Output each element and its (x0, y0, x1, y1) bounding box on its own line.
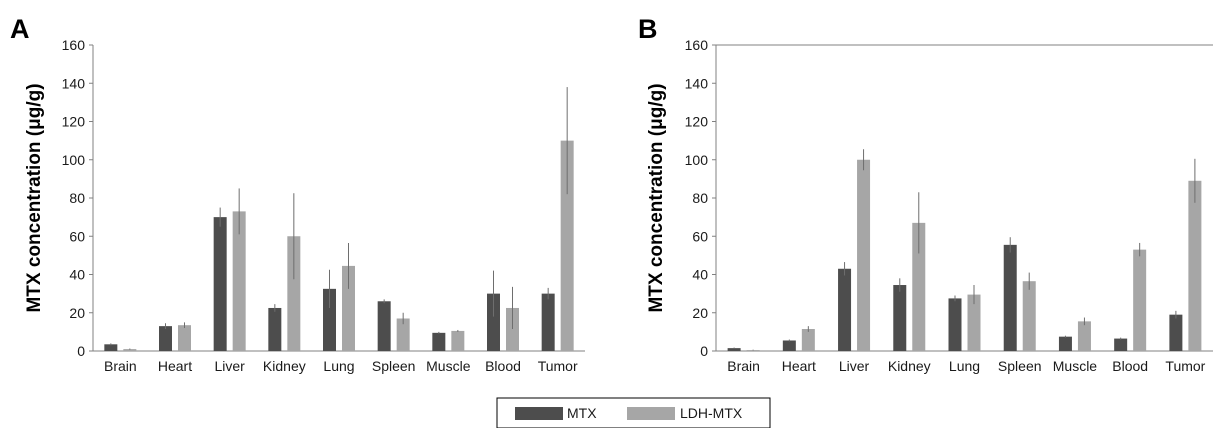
y-tick-label-b-120: 120 (685, 114, 709, 130)
x-tick-label-b-muscle: Muscle (1053, 358, 1098, 374)
bar-a-mtx-tumor (541, 293, 555, 351)
bar-a-mtx-kidney (268, 307, 282, 351)
y-tick-label-a-160: 160 (62, 37, 86, 53)
x-tick-label-b-blood: Blood (1112, 358, 1148, 374)
y-tick-label-b-160: 160 (685, 37, 709, 53)
y-axis-label-a: MTX concentration (μg/g) (24, 83, 45, 312)
panel-b-chart: B 0 20 40 60 80 100 120 140 160 MTX concentration … (638, 14, 1213, 374)
bar-b-ldh-mtx-liver (857, 159, 871, 351)
bar-b-mtx-muscle (1058, 336, 1072, 351)
bar-b-ldh-mtx-spleen (1022, 281, 1036, 351)
x-tick-label-b-heart: Heart (782, 358, 816, 374)
legend-label-mtx: MTX (567, 405, 597, 421)
y-tick-label-b-60: 60 (692, 228, 708, 244)
x-tick-label-a-heart: Heart (158, 358, 192, 374)
bar-b-mtx-kidney (893, 285, 907, 351)
bar-a-ldh-mtx-spleen (396, 318, 410, 351)
panel-label-a: A (10, 14, 30, 44)
bar-a-ldh-mtx-blood (506, 307, 519, 351)
x-tick-label-a-spleen: Spleen (372, 358, 416, 374)
y-tick-label-a-20: 20 (69, 305, 85, 321)
x-tick-label-b-liver: Liver (839, 358, 870, 374)
bar-a-mtx-muscle (432, 332, 446, 351)
legend: MTX LDH-MTX (496, 397, 771, 428)
x-tick-label-a-muscle: Muscle (426, 358, 471, 374)
bar-a-ldh-mtx-liver (232, 211, 246, 351)
bar-a-ldh-mtx-lung (342, 265, 355, 351)
y-tick-label-b-140: 140 (685, 75, 709, 91)
y-tick-label-a-120: 120 (62, 114, 86, 130)
x-tick-label-b-brain: Brain (727, 358, 760, 374)
bar-b-mtx-brain (727, 348, 741, 351)
x-tick-label-a-liver: Liver (214, 358, 245, 374)
y-tick-label-a-80: 80 (69, 190, 85, 206)
bar-a-ldh-mtx-kidney (287, 236, 301, 351)
x-tick-label-a-lung: Lung (323, 358, 354, 374)
bar-a-mtx-lung (323, 288, 336, 351)
bar-a-mtx-spleen (377, 301, 391, 351)
bar-a-mtx-brain (104, 344, 118, 351)
y-tick-label-a-140: 140 (62, 75, 86, 91)
bar-b-mtx-heart (782, 340, 796, 351)
y-tick-label-a-40: 40 (69, 267, 85, 283)
bar-b-ldh-mtx-heart (801, 329, 815, 351)
y-tick-label-a-60: 60 (69, 228, 85, 244)
bar-a-ldh-mtx-heart (178, 325, 191, 351)
y-tick-label-b-20: 20 (692, 305, 708, 321)
bar-a-ldh-mtx-tumor (560, 140, 574, 351)
bar-b-ldh-mtx-lung (967, 294, 981, 351)
x-tick-label-a-brain: Brain (104, 358, 137, 374)
x-tick-label-b-lung: Lung (949, 358, 980, 374)
legend-swatch-mtx (515, 407, 563, 420)
bar-b-ldh-mtx-kidney (912, 222, 926, 351)
legend-swatch-ldh-mtx (627, 407, 675, 420)
legend-label-ldh-mtx: LDH-MTX (680, 405, 743, 421)
bar-b-mtx-lung (948, 298, 962, 351)
panel-label-b: B (638, 14, 658, 44)
bar-b-mtx-liver (838, 268, 852, 351)
bar-b-ldh-mtx-brain (746, 350, 760, 351)
y-tick-label-a-100: 100 (62, 152, 86, 168)
panel-a-chart: A 0 20 40 60 80 100 120 140 160 MTX concentration … (10, 14, 585, 374)
x-tick-label-b-kidney: Kidney (888, 358, 931, 374)
x-tick-label-a-blood: Blood (485, 358, 521, 374)
y-tick-label-b-40: 40 (692, 267, 708, 283)
y-axis-label-b: MTX concentration (μg/g) (646, 83, 667, 312)
bar-b-ldh-mtx-tumor (1188, 180, 1202, 351)
y-tick-label-b-0: 0 (700, 343, 708, 359)
bar-b-mtx-blood (1114, 338, 1128, 351)
bar-b-mtx-tumor (1169, 314, 1183, 351)
y-tick-label-b-100: 100 (685, 152, 709, 168)
bar-a-ldh-mtx-brain (123, 349, 137, 351)
x-tick-label-b-spleen: Spleen (998, 358, 1042, 374)
bar-b-ldh-mtx-blood (1133, 249, 1147, 351)
bar-a-mtx-heart (159, 326, 172, 351)
bar-a-mtx-blood (487, 293, 500, 351)
y-tick-label-b-80: 80 (692, 190, 708, 206)
y-tick-label-a-0: 0 (77, 343, 85, 359)
bar-a-mtx-liver (213, 217, 227, 351)
x-tick-label-b-tumor: Tumor (1165, 358, 1205, 374)
x-tick-label-a-tumor: Tumor (538, 358, 578, 374)
bar-a-ldh-mtx-muscle (451, 330, 465, 351)
x-tick-label-a-kidney: Kidney (263, 358, 306, 374)
bar-b-ldh-mtx-muscle (1077, 321, 1091, 351)
bar-b-mtx-spleen (1003, 244, 1017, 351)
